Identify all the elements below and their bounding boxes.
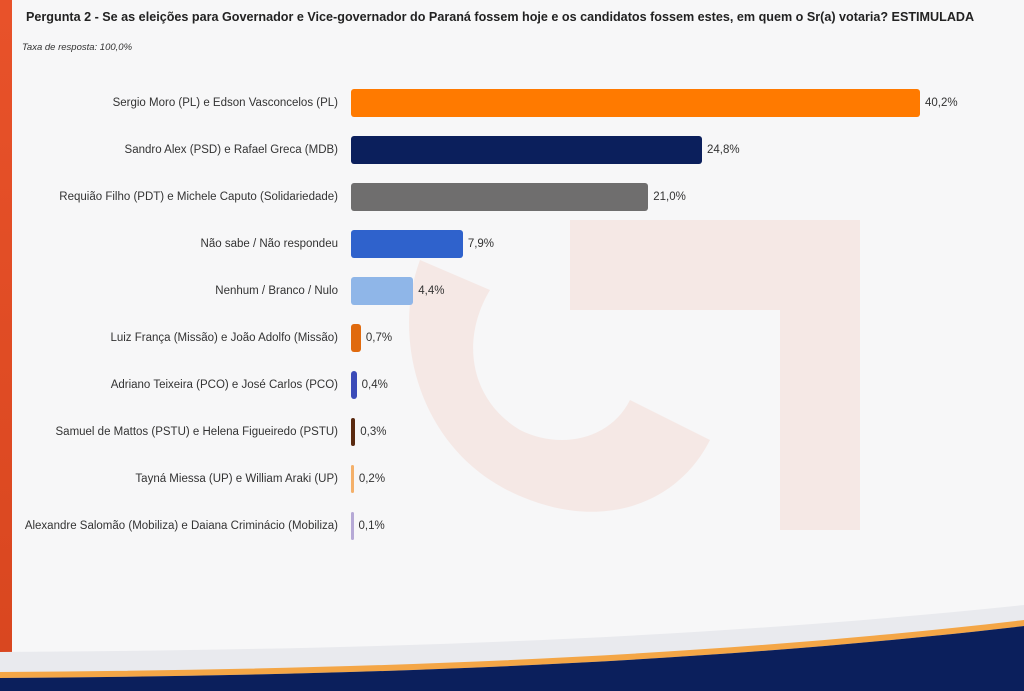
- bar: [351, 277, 414, 305]
- value-label: 40,2%: [925, 96, 958, 109]
- page-title: Pergunta 2 - Se as eleições para Governa…: [26, 10, 975, 24]
- category-label: Adriano Teixeira (PCO) e José Carlos (PC…: [110, 378, 338, 391]
- bar: [351, 371, 357, 399]
- bar: [351, 418, 356, 446]
- category-label: Alexandre Salomão (Mobiliza) e Daiana Cr…: [24, 519, 338, 532]
- bar: [351, 183, 649, 211]
- category-label: Samuel de Mattos (PSTU) e Helena Figueir…: [55, 425, 339, 438]
- value-label: 21,0%: [653, 190, 686, 203]
- category-label: Sergio Moro (PL) e Edson Vasconcelos (PL…: [112, 96, 338, 109]
- bar: [351, 136, 703, 164]
- category-label: Luiz França (Missão) e João Adolfo (Miss…: [110, 331, 338, 344]
- value-label: 0,1%: [358, 519, 385, 532]
- value-label: 0,4%: [361, 378, 388, 391]
- left-accent-stripe: [0, 0, 12, 691]
- brand-watermark-logo: [409, 220, 860, 530]
- value-label: 0,3%: [360, 425, 387, 438]
- bar: [351, 465, 354, 493]
- bar: [351, 512, 354, 540]
- category-label: Nenhum / Branco / Nulo: [215, 284, 338, 297]
- category-label: Não sabe / Não respondeu: [200, 237, 338, 250]
- value-label: 24,8%: [707, 143, 740, 156]
- bar: [351, 230, 463, 258]
- value-label: 4,4%: [418, 284, 445, 297]
- category-label: Tayná Miessa (UP) e William Araki (UP): [135, 472, 338, 485]
- footer-wave: [0, 605, 1024, 691]
- response-rate-note: Taxa de resposta: 100,0%: [22, 42, 133, 53]
- category-label: Requião Filho (PDT) e Michele Caputo (So…: [59, 190, 338, 203]
- category-label: Sandro Alex (PSD) e Rafael Greca (MDB): [124, 143, 338, 156]
- value-label: 0,2%: [358, 472, 386, 485]
- value-label: 7,9%: [467, 237, 495, 250]
- value-label: 0,7%: [365, 331, 393, 344]
- bar: [351, 324, 361, 352]
- bar: [351, 89, 920, 117]
